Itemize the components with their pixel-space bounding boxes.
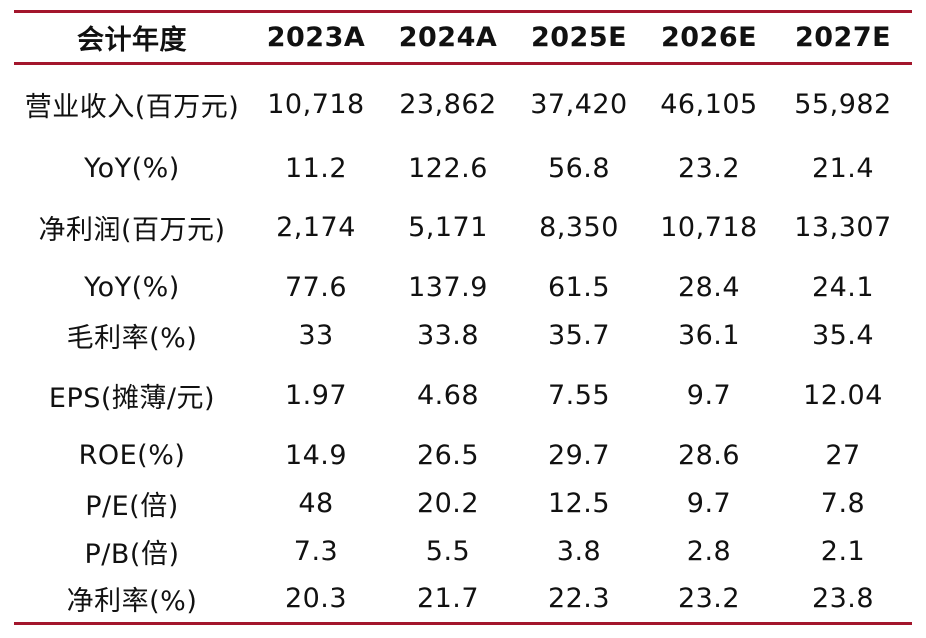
table-cell: 35.7 <box>547 319 611 351</box>
table-row-gross-margin: 毛利率(%) 33 33.8 35.7 36.1 35.4 <box>14 311 912 359</box>
table-cell: 37,420 <box>530 88 628 120</box>
table-cell: 9.7 <box>686 379 732 411</box>
table-cell: 48 <box>298 487 334 519</box>
table-cell: 137.9 <box>408 271 488 303</box>
table-cell: 28.4 <box>677 271 741 303</box>
table-cell: 10,718 <box>660 211 758 243</box>
table-cell: 2.8 <box>686 535 732 567</box>
table-cell: 5,171 <box>408 211 488 243</box>
table-cell: 4.68 <box>416 379 480 411</box>
table-row-net-profit-yoy: YoY(%) 77.6 137.9 61.5 28.4 24.1 <box>14 263 912 311</box>
table-cell: 23,862 <box>399 88 497 120</box>
table-cell: 7.55 <box>547 379 611 411</box>
header-2024a: 2024A <box>398 22 498 53</box>
table-cell: 7.3 <box>293 535 339 567</box>
table-row-net-margin: 净利率(%) 20.3 21.7 22.3 23.2 23.8 <box>14 575 912 621</box>
table-cell: 77.6 <box>284 271 348 303</box>
table-cell: 1.97 <box>284 379 348 411</box>
table-cell: 23.2 <box>677 152 741 184</box>
table-cell: 24.1 <box>811 271 875 303</box>
bottom-rule <box>14 622 912 625</box>
row-label: 净利润(百万元) <box>38 214 226 246</box>
table-cell: 35.4 <box>811 319 875 351</box>
table-cell: 28.6 <box>677 439 741 471</box>
financial-forecast-table: 会计年度 2023A 2024A 2025E 2026E 2027E 营业收入(… <box>14 10 912 630</box>
table-cell: 10,718 <box>267 88 365 120</box>
top-rule <box>14 10 912 13</box>
table-cell: 21.7 <box>416 582 480 614</box>
table-row-eps: EPS(摊薄/元) 1.97 4.68 7.55 9.7 12.04 <box>14 371 912 419</box>
table-cell: 23.8 <box>811 582 875 614</box>
header-2027e: 2027E <box>794 22 892 53</box>
row-label: 净利率(%) <box>66 585 198 617</box>
row-label: EPS(摊薄/元) <box>48 382 216 414</box>
table-row-roe: ROE(%) 14.9 26.5 29.7 28.6 27 <box>14 431 912 479</box>
table-cell: 46,105 <box>660 88 758 120</box>
table-cell: 9.7 <box>686 487 732 519</box>
table-row-pe: P/E(倍) 48 20.2 12.5 9.7 7.8 <box>14 479 912 527</box>
row-label: 营业收入(百万元) <box>24 91 240 123</box>
row-label: 毛利率(%) <box>66 322 198 354</box>
table-header-row: 会计年度 2023A 2024A 2025E 2026E 2027E <box>14 13 912 62</box>
header-2026e: 2026E <box>660 22 758 53</box>
table-cell: 22.3 <box>547 582 611 614</box>
row-label: YoY(%) <box>84 271 180 303</box>
table-cell: 61.5 <box>547 271 611 303</box>
table-cell: 11.2 <box>284 152 348 184</box>
row-label: ROE(%) <box>78 439 186 471</box>
table-cell: 7.8 <box>820 487 866 519</box>
table-cell: 21.4 <box>811 152 875 184</box>
table-row-revenue: 营业收入(百万元) 10,718 23,862 37,420 46,105 55… <box>14 80 912 128</box>
table-cell: 20.3 <box>284 582 348 614</box>
table-row-revenue-yoy: YoY(%) 11.2 122.6 56.8 23.2 21.4 <box>14 144 912 192</box>
table-cell: 122.6 <box>408 152 488 184</box>
table-cell: 27 <box>825 439 861 471</box>
table-row-net-profit: 净利润(百万元) 2,174 5,171 8,350 10,718 13,307 <box>14 203 912 251</box>
table-cell: 23.2 <box>677 582 741 614</box>
row-label: P/E(倍) <box>85 490 179 522</box>
table-cell: 12.04 <box>803 379 883 411</box>
header-2025e: 2025E <box>530 22 628 53</box>
header-2023a: 2023A <box>266 22 366 53</box>
table-cell: 12.5 <box>547 487 611 519</box>
table-cell: 20.2 <box>416 487 480 519</box>
table-cell: 33.8 <box>416 319 480 351</box>
table-cell: 29.7 <box>547 439 611 471</box>
table-row-pb: P/B(倍) 7.3 5.5 3.8 2.8 2.1 <box>14 527 912 575</box>
table-cell: 3.8 <box>556 535 602 567</box>
header-rule <box>14 62 912 65</box>
table-cell: 14.9 <box>284 439 348 471</box>
table-cell: 26.5 <box>416 439 480 471</box>
header-fiscal-year: 会计年度 <box>77 25 187 56</box>
table-cell: 13,307 <box>794 211 892 243</box>
table-cell: 56.8 <box>547 152 611 184</box>
table-cell: 5.5 <box>425 535 471 567</box>
table-cell: 8,350 <box>539 211 619 243</box>
table-cell: 33 <box>298 319 334 351</box>
table-cell: 55,982 <box>794 88 892 120</box>
table-cell: 2.1 <box>820 535 866 567</box>
row-label: YoY(%) <box>84 152 180 184</box>
row-label: P/B(倍) <box>84 538 180 570</box>
table-cell: 2,174 <box>276 211 356 243</box>
table-cell: 36.1 <box>677 319 741 351</box>
